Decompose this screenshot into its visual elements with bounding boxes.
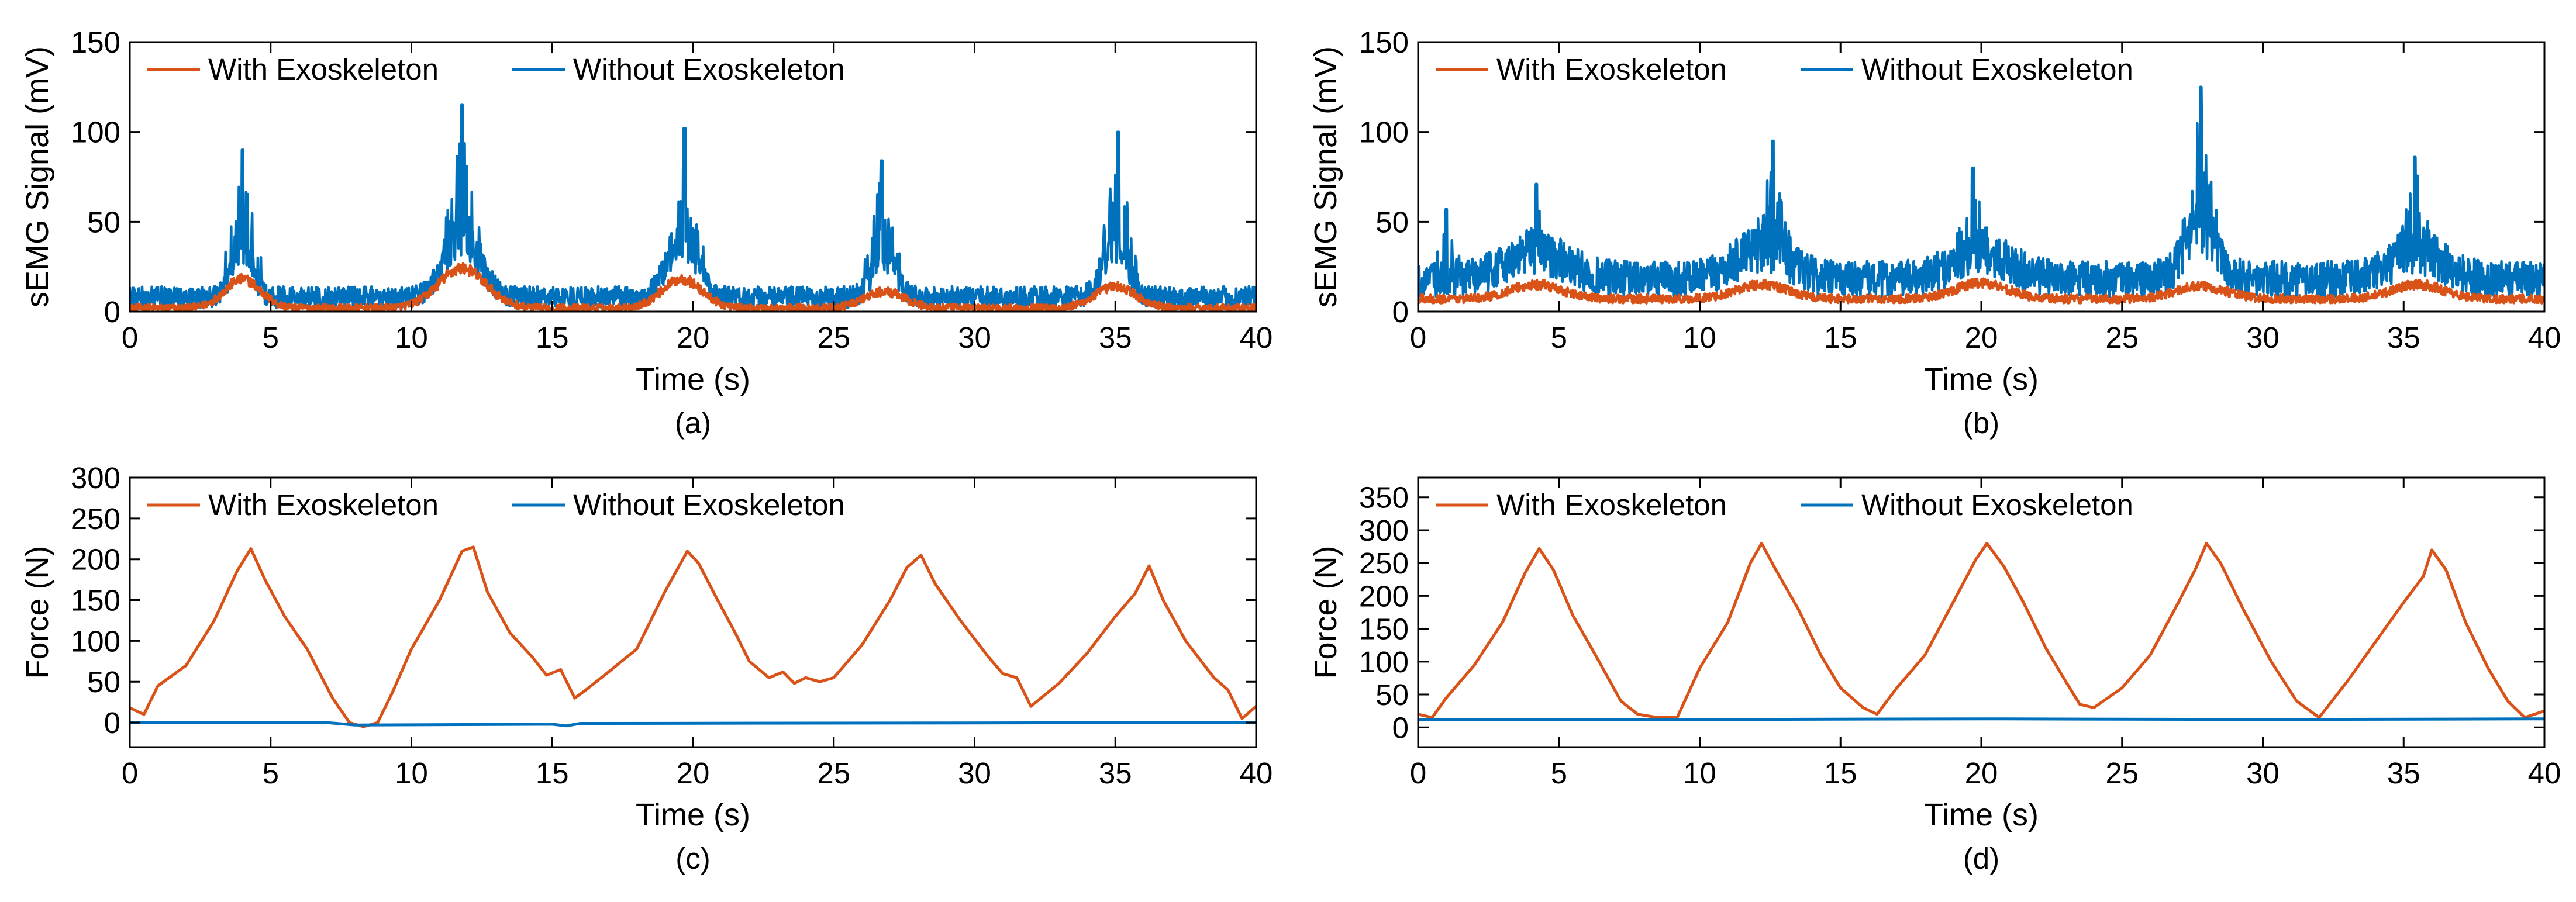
y-tick-label: 0 [1392,711,1409,744]
y-tick-label: 350 [1359,481,1409,514]
y-tick-label: 50 [1375,205,1409,239]
x-tick-label: 35 [2387,321,2420,354]
y-tick-label: 50 [87,205,120,239]
legend-label-with: With Exoskeleton [1496,488,1727,521]
x-tick-label: 15 [536,756,569,790]
x-tick-label: 5 [263,321,279,354]
series-line-with [1418,277,2544,305]
legend-label-without: Without Exoskeleton [1861,53,2133,86]
y-tick-label: 150 [1359,26,1409,59]
x-tick-label: 10 [395,321,428,354]
x-tick-label: 40 [1240,321,1273,354]
y-axis-label: sEMG Signal (mV) [20,46,55,307]
x-tick-label: 20 [1965,756,1998,790]
x-tick-label: 35 [2387,756,2420,790]
y-tick-label: 0 [1392,295,1409,329]
legend-label-with: With Exoskeleton [208,53,439,86]
x-tick-label: 30 [2246,321,2280,354]
x-tick-label: 40 [1240,756,1273,790]
x-tick-label: 35 [1099,321,1132,354]
x-tick-label: 40 [2528,756,2561,790]
panel-caption: (a) [675,406,711,440]
x-tick-label: 0 [1410,756,1426,790]
x-tick-label: 20 [1965,321,1998,354]
series-line-without [130,103,1256,310]
y-tick-label: 50 [87,665,120,699]
y-tick-label: 250 [71,502,120,535]
y-tick-label: 150 [1359,613,1409,646]
x-tick-label: 0 [122,756,138,790]
y-tick-label: 200 [1359,579,1409,613]
y-axis-label: Force (N) [20,546,55,679]
chart-c: 0 5 10 15 20 25 30 35 40 0 50 100 150 200 250 300 Time (… [20,461,1273,875]
legend-label-with: With Exoskeleton [208,488,439,521]
chart-b: 0 5 10 15 20 25 30 35 40 0 50 100 150 Time (s) sEMG Si… [1308,26,2561,440]
y-tick-label: 150 [71,26,120,59]
y-tick-label: 300 [71,461,120,495]
x-tick-label: 35 [1099,756,1132,790]
x-tick-label: 30 [958,321,991,354]
chart-a: 0 5 10 15 20 25 30 35 40 0 50 100 150 Time (s) sEMG Si… [20,26,1273,440]
x-axis-label: Time (s) [636,797,750,832]
x-tick-label: 20 [677,321,710,354]
x-tick-label: 25 [817,321,850,354]
y-tick-label: 100 [1359,116,1409,149]
series-line-with [1418,541,2544,719]
series-line-without [130,721,1256,728]
x-tick-label: 25 [2105,756,2139,790]
legend-label-without: Without Exoskeleton [573,488,845,521]
legend-label-with: With Exoskeleton [1496,53,1727,86]
x-axis-label: Time (s) [636,362,750,397]
x-tick-label: 0 [1410,321,1426,354]
x-tick-label: 5 [1551,756,1567,790]
y-tick-label: 300 [1359,514,1409,547]
y-tick-label: 0 [104,295,120,329]
x-tick-label: 15 [1824,756,1857,790]
x-tick-label: 40 [2528,321,2561,354]
y-axis-label: sEMG Signal (mV) [1308,46,1343,307]
y-tick-label: 150 [71,584,120,617]
x-tick-label: 30 [2246,756,2280,790]
y-tick-label: 100 [71,116,120,149]
x-tick-label: 20 [677,756,710,790]
y-tick-label: 250 [1359,547,1409,580]
series-line-with [130,262,1256,312]
series-line-with [130,545,1256,728]
y-tick-label: 100 [1359,645,1409,679]
x-tick-label: 30 [958,756,991,790]
x-axis-label: Time (s) [1924,797,2039,832]
chart-d: 0 5 10 15 20 25 30 35 40050100150200250300350Tim… [1308,476,2561,875]
y-tick-label: 50 [1375,678,1409,711]
x-tick-label: 25 [817,756,850,790]
panel-caption: (d) [1963,842,1999,875]
x-tick-label: 25 [2105,321,2139,354]
y-axis-label: Force (N) [1308,546,1343,679]
x-tick-label: 0 [122,321,138,354]
y-tick-label: 100 [71,624,120,658]
legend-label-without: Without Exoskeleton [1861,488,2133,521]
panel-caption: (c) [675,842,710,875]
x-tick-label: 15 [536,321,569,354]
x-tick-label: 5 [1551,321,1567,354]
y-tick-label: 0 [104,706,120,739]
series-line-without [1418,717,2544,721]
x-tick-label: 10 [395,756,428,790]
panel-caption: (b) [1963,406,1999,440]
series-line-without [1418,85,2544,299]
x-tick-label: 15 [1824,321,1857,354]
legend-label-without: Without Exoskeleton [573,53,845,86]
x-axis-label: Time (s) [1924,362,2039,397]
x-tick-label: 10 [1683,756,1716,790]
y-tick-label: 200 [71,543,120,576]
x-tick-label: 10 [1683,321,1716,354]
x-tick-label: 5 [263,756,279,790]
